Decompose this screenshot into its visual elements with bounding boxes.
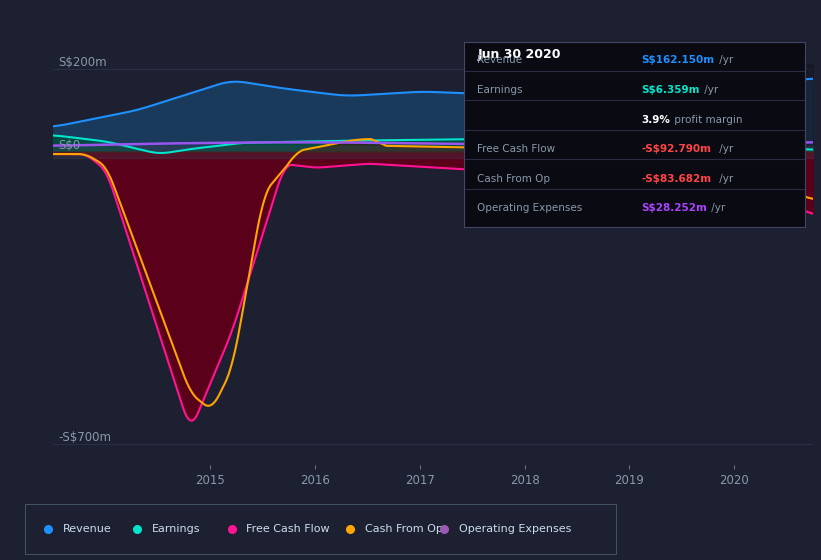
Text: Jun 30 2020: Jun 30 2020 <box>478 48 561 60</box>
Text: S$0: S$0 <box>58 139 80 152</box>
Text: S$6.359m: S$6.359m <box>641 85 699 95</box>
Text: /yr: /yr <box>716 55 733 66</box>
Text: S$200m: S$200m <box>58 55 108 68</box>
Text: Free Cash Flow: Free Cash Flow <box>246 524 330 534</box>
Text: Cash From Op: Cash From Op <box>365 524 443 534</box>
Text: 3.9%: 3.9% <box>641 115 670 125</box>
Text: Earnings: Earnings <box>478 85 523 95</box>
Text: S$28.252m: S$28.252m <box>641 203 707 213</box>
Text: -S$83.682m: -S$83.682m <box>641 174 711 184</box>
Text: profit margin: profit margin <box>671 115 742 125</box>
Text: -S$92.790m: -S$92.790m <box>641 144 711 154</box>
Text: S$162.150m: S$162.150m <box>641 55 714 66</box>
Text: Revenue: Revenue <box>63 524 112 534</box>
Text: /yr: /yr <box>716 144 733 154</box>
Text: Cash From Op: Cash From Op <box>478 174 551 184</box>
Text: Operating Expenses: Operating Expenses <box>459 524 571 534</box>
Text: /yr: /yr <box>709 203 726 213</box>
Text: Free Cash Flow: Free Cash Flow <box>478 144 556 154</box>
Text: /yr: /yr <box>716 174 733 184</box>
Text: -S$700m: -S$700m <box>58 431 112 444</box>
Text: Earnings: Earnings <box>152 524 200 534</box>
Text: /yr: /yr <box>701 85 718 95</box>
Text: Revenue: Revenue <box>478 55 523 66</box>
Text: Operating Expenses: Operating Expenses <box>478 203 583 213</box>
